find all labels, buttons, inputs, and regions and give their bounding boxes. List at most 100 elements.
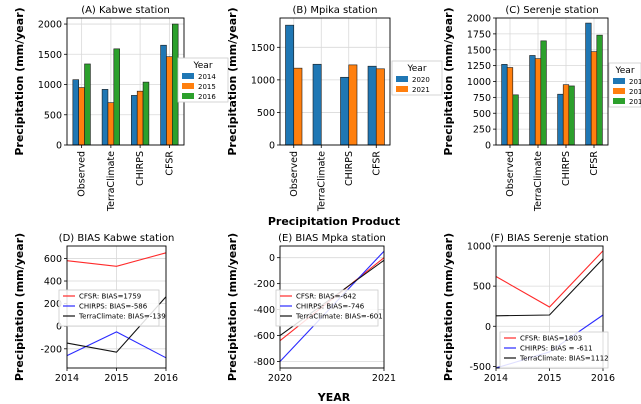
plot-frame <box>495 17 609 146</box>
legend-label: TerraClimate: BIAS=1112 <box>519 355 609 363</box>
x-tick-label: CHIRPS <box>135 151 146 186</box>
bar <box>540 40 547 146</box>
x-tick-label: 2014 <box>55 373 79 384</box>
bar <box>142 81 150 146</box>
legend-label: TerraClimate: BIAS=-601 <box>295 313 383 321</box>
y-tick-label: 2000 <box>467 14 491 25</box>
legend-swatch <box>396 76 408 82</box>
legend-label: 2014 <box>198 73 216 81</box>
legend-box <box>499 331 609 369</box>
bar <box>107 102 115 146</box>
panel-title: (B) Mpika station <box>293 5 378 16</box>
bar <box>101 89 109 146</box>
legend-swatch <box>182 73 194 79</box>
legend-label: CHIRPS: BIAS=-746 <box>296 303 365 311</box>
series-line <box>66 252 167 267</box>
bar <box>84 63 91 146</box>
x-tick-label: Observed <box>289 151 300 197</box>
y-tick-label: 2000 <box>38 20 62 31</box>
bar <box>529 55 536 146</box>
series-line <box>495 258 604 317</box>
y-tick-label: 1500 <box>467 45 491 56</box>
bar <box>285 24 295 146</box>
legend-label: 2014 <box>629 78 641 86</box>
legend-label: 2021 <box>412 86 430 94</box>
x-tick-label: CFSR <box>589 151 600 176</box>
legend-swatch <box>182 83 194 89</box>
legend-swatch <box>613 88 625 94</box>
legend-swatch <box>182 93 194 99</box>
panel-6: -500 0 500 1000 2014 2015 2016 (F) BIAS Serenje… <box>442 233 615 384</box>
y-tick-label: 500 <box>473 109 491 120</box>
legend-title: Year <box>406 64 426 74</box>
bar <box>512 94 519 146</box>
y-axis-label: Precipitation (mm/year) <box>226 7 239 155</box>
legend-label: 2016 <box>629 98 641 106</box>
bar <box>312 63 322 146</box>
bar <box>568 85 575 146</box>
panel-1: 0 500 1000 1500 2000 Observed TerraClimate CHIR… <box>13 5 229 212</box>
x-tick-label: TerraClimate <box>316 151 327 212</box>
y-tick-label: 500 <box>257 108 275 119</box>
y-tick-label: -800 <box>253 357 275 368</box>
panel-title: (D) BIAS Kabwe station <box>59 233 175 244</box>
bar <box>557 93 564 146</box>
y-axis-label: Precipitation (mm/year) <box>13 7 26 155</box>
series-line <box>495 250 604 308</box>
panel-title: (E) BIAS Mpka station <box>278 233 386 244</box>
y-tick-label: 200 <box>44 299 62 310</box>
y-axis-label: Precipitation (mm/year) <box>442 233 455 381</box>
bar <box>348 64 358 146</box>
legend-swatch <box>613 78 625 84</box>
y-tick-label: 250 <box>473 125 491 136</box>
x-tick-label: 2016 <box>154 373 178 384</box>
y-tick-label: 0 <box>56 141 62 152</box>
y-axis-label: Precipitation (mm/year) <box>13 233 26 381</box>
bar <box>367 65 377 146</box>
legend-label: TerraClimate: BIAS=-139 <box>78 313 166 321</box>
bar <box>340 76 350 146</box>
x-tick-label: 2014 <box>484 373 508 384</box>
x-tick-label: CHIRPS <box>561 151 572 186</box>
y-tick-label: -200 <box>40 344 62 355</box>
legend-swatch <box>396 86 408 92</box>
y-tick-label: 1000 <box>38 80 62 91</box>
y-tick-label: 0 <box>269 141 275 152</box>
y-tick-label: 0 <box>485 322 491 333</box>
y-tick-label: 600 <box>44 254 62 265</box>
bar <box>534 58 542 146</box>
legend-label: 2015 <box>629 88 641 96</box>
bar <box>78 87 85 146</box>
bar <box>501 64 508 146</box>
y-tick-label: 500 <box>473 282 491 293</box>
legend-label: CFSR: BIAS=-642 <box>296 293 356 301</box>
legend-title: Year <box>614 66 634 76</box>
legend-title: Year <box>192 61 212 71</box>
bar <box>166 56 173 146</box>
bar <box>160 44 167 146</box>
x-tick-label: 2021 <box>372 373 396 384</box>
bar <box>585 22 592 146</box>
shared-xlabel-bar: Precipitation Product <box>268 215 400 228</box>
y-tick-label: 1750 <box>467 29 491 40</box>
legend: Year 2014 2015 2016 <box>177 57 229 103</box>
legend-label: 2015 <box>198 83 216 91</box>
legend-label: CHIRPS: BIAS=-586 <box>79 303 148 311</box>
y-tick-label: 0 <box>56 322 62 333</box>
y-tick-label: 500 <box>44 110 62 121</box>
y-tick-label: 1000 <box>467 242 491 253</box>
y-tick-label: 1500 <box>251 43 275 54</box>
y-tick-label: 750 <box>473 93 491 104</box>
bar <box>131 95 138 146</box>
x-tick-label: TerraClimate <box>533 151 544 212</box>
legend-label: CHIRPS: BIAS = -611 <box>520 345 593 353</box>
x-tick-label: CFSR <box>371 151 382 176</box>
y-tick-label: -600 <box>253 331 275 342</box>
legend-label: 2016 <box>198 93 216 101</box>
series-line <box>66 331 167 359</box>
bar <box>172 23 179 146</box>
bar <box>506 67 514 146</box>
bar <box>375 68 385 146</box>
legend-label: CFSR: BIAS=1803 <box>520 335 582 343</box>
bar <box>590 51 598 146</box>
